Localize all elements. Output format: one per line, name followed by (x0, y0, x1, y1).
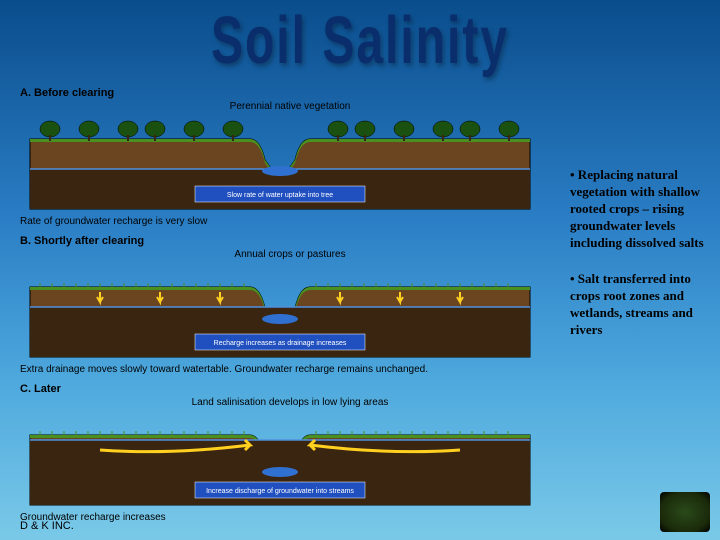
info-box-text: Slow rate of water uptake into tree (227, 192, 333, 199)
panel-label: A. Before clearing (20, 87, 560, 99)
panel-sublabel: Perennial native vegetation (20, 101, 560, 112)
info-box-text: Recharge increases as drainage increases (214, 340, 347, 347)
corner-plant-image (660, 492, 710, 532)
cross-section-svg: Recharge increases as drainage increases (20, 262, 540, 362)
panel-label: B. Shortly after clearing (20, 235, 560, 247)
bullet-point-1: • Salt transferred into crops root zones… (570, 271, 710, 339)
diagram-panel-b: B. Shortly after clearing Annual crops o… (20, 235, 560, 375)
diagram-panel-c: C. Later Land salinisation develops in l… (20, 383, 560, 523)
footer-credit: D & K INC. (20, 520, 74, 532)
diagram-column: A. Before clearing Perennial native vege… (20, 87, 560, 531)
panel-sublabel: Annual crops or pastures (20, 249, 560, 260)
info-box-text: Increase discharge of groundwater into s… (206, 488, 354, 495)
page-title: Soil Salinity (0, 0, 720, 80)
panel-caption: Rate of groundwater recharge is very slo… (20, 216, 560, 227)
panel-sublabel: Land salinisation develops in low lying … (20, 397, 560, 408)
panel-caption: Extra drainage moves slowly toward water… (20, 364, 560, 375)
content: A. Before clearing Perennial native vege… (0, 57, 720, 531)
cross-section-svg: Increase discharge of groundwater into s… (20, 410, 540, 510)
panel-label: C. Later (20, 383, 560, 395)
cross-section-svg: Slow rate of water uptake into tree (20, 114, 540, 214)
diagram-panel-a: A. Before clearing Perennial native vege… (20, 87, 560, 227)
text-column: • Replacing natural vegetation with shal… (560, 87, 710, 531)
bullet-point-0: • Replacing natural vegetation with shal… (570, 167, 710, 251)
panel-caption: Groundwater recharge increases (20, 512, 560, 523)
